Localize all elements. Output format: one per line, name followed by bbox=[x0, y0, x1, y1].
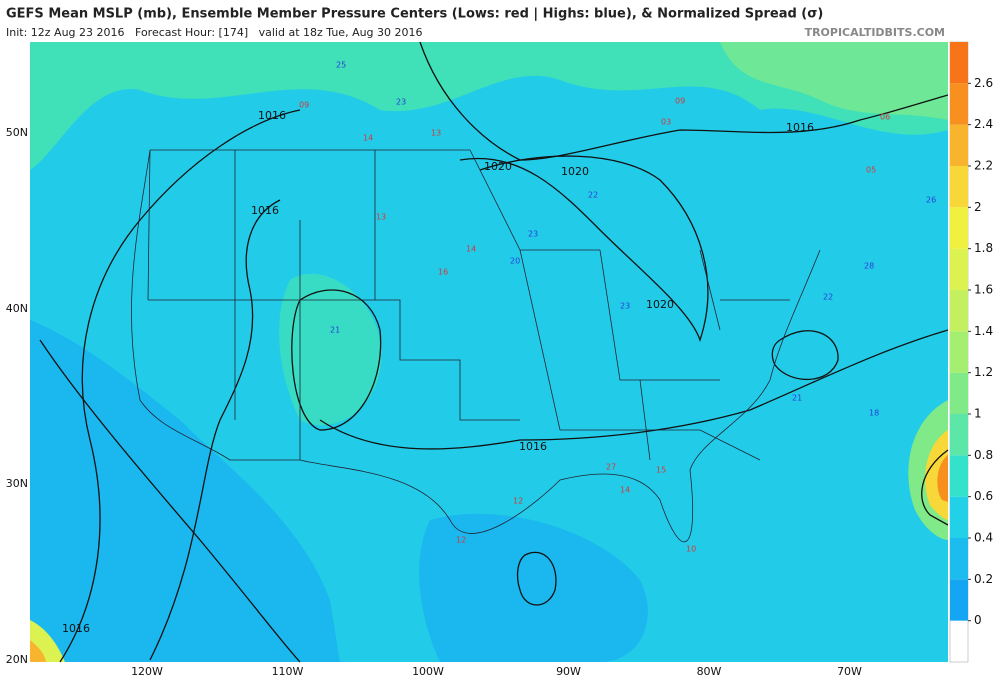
colorbar-level bbox=[950, 290, 968, 332]
high-center: 23 bbox=[528, 230, 538, 239]
colorbar-tick-label: 0.6 bbox=[974, 489, 993, 503]
low-center: 09 bbox=[675, 97, 685, 106]
low-center: 10 bbox=[686, 545, 696, 554]
low-center: 16 bbox=[438, 268, 448, 277]
colorbar-level bbox=[950, 248, 968, 290]
colorbar-level bbox=[950, 124, 968, 166]
high-center: 23 bbox=[620, 302, 630, 311]
high-center: 23 bbox=[396, 98, 406, 107]
low-center: 06 bbox=[880, 113, 890, 122]
high-center: 26 bbox=[926, 196, 936, 205]
colorbar-tick-label: 0.8 bbox=[974, 448, 993, 462]
site: TROPICALTIDBITS.COM bbox=[805, 26, 945, 39]
colorbar-tick-label: 1 bbox=[974, 407, 982, 421]
colorbar-tick-label: 2.4 bbox=[974, 117, 993, 131]
colorbar-level bbox=[950, 207, 968, 249]
low-center: 13 bbox=[431, 129, 441, 138]
colorbar-tick-label: 2 bbox=[974, 200, 982, 214]
colorbar-tick-label: 2.2 bbox=[974, 159, 993, 173]
colorbar-level bbox=[950, 496, 968, 538]
colorbar-tick-label: 1.6 bbox=[974, 283, 993, 297]
lon-label: 120W bbox=[131, 665, 163, 678]
high-center: 21 bbox=[792, 394, 802, 403]
colorbar-level bbox=[950, 372, 968, 414]
isobar-label: 1020 bbox=[646, 298, 674, 311]
colorbar: 0 0.2 0.4 0.6 0.8 1 1.2 1.4 1.6 1.8 2 2.2 2.4 2.6 bbox=[949, 41, 993, 663]
lat-label: 40N bbox=[6, 302, 28, 315]
low-center: 09 bbox=[299, 101, 309, 110]
colorbar-level bbox=[950, 538, 968, 580]
low-center: 13 bbox=[376, 213, 386, 222]
high-center: 22 bbox=[823, 293, 833, 302]
lon-label: 80W bbox=[697, 665, 722, 678]
lon-label: 70W bbox=[837, 665, 862, 678]
subtitle: Init: 12z Aug 23 2016 Forecast Hour: [17… bbox=[6, 26, 423, 39]
colorbar-tick-label: 0 bbox=[974, 613, 982, 627]
colorbar-tick-label: 0.4 bbox=[974, 531, 993, 545]
low-center: 12 bbox=[456, 536, 466, 545]
colorbar-level bbox=[950, 42, 968, 84]
low-center: 03 bbox=[661, 118, 671, 127]
low-center: 14 bbox=[620, 486, 630, 495]
colorbar-tick-label: 1.2 bbox=[974, 365, 993, 379]
axes: 50N 40N 30N 20N 120W 110W 100W 90W 80W 70W bbox=[6, 126, 862, 678]
colorbar-tick-label: 0.2 bbox=[974, 572, 993, 586]
high-center: 22 bbox=[588, 191, 598, 200]
isobar-label: 1020 bbox=[484, 160, 512, 173]
lon-label: 90W bbox=[556, 665, 581, 678]
low-center: 14 bbox=[363, 134, 373, 143]
high-center: 20 bbox=[510, 257, 520, 266]
lat-label: 20N bbox=[6, 653, 28, 666]
colorbar-tick-label: 1.4 bbox=[974, 324, 993, 338]
high-center: 25 bbox=[336, 61, 346, 70]
colorbar-level bbox=[950, 579, 968, 621]
high-center: 28 bbox=[864, 262, 874, 271]
colorbar-level bbox=[950, 414, 968, 456]
low-center: 12 bbox=[513, 497, 523, 506]
colorbar-level bbox=[950, 83, 968, 125]
colorbar-tick-label: 1.8 bbox=[974, 241, 993, 255]
low-center: 05 bbox=[866, 166, 876, 175]
lat-label: 30N bbox=[6, 477, 28, 490]
low-center: 15 bbox=[656, 466, 666, 475]
colorbar-tick-label: 2.6 bbox=[974, 76, 993, 90]
lon-label: 110W bbox=[272, 665, 304, 678]
high-center: 18 bbox=[869, 409, 879, 418]
isobar-label: 1016 bbox=[519, 440, 547, 453]
high-center: 21 bbox=[330, 326, 340, 335]
lon-label: 100W bbox=[412, 665, 444, 678]
isobar-label: 1016 bbox=[258, 109, 286, 122]
low-center: 27 bbox=[606, 463, 616, 472]
isobar-label: 1016 bbox=[251, 204, 279, 217]
colorbar-level bbox=[950, 331, 968, 373]
isobar-label: 1020 bbox=[561, 165, 589, 178]
title: GEFS Mean MSLP (mb), Ensemble Member Pre… bbox=[6, 7, 823, 22]
isobar-labels: 1016 1016 1020 1020 1020 1016 1016 1016 bbox=[62, 109, 814, 635]
pressure-centers: 09 14 13 05 06 03 13 14 16 12 14 10 09 27 15 12 25 23 21 20… bbox=[299, 61, 936, 554]
lat-label: 50N bbox=[6, 126, 28, 139]
colorbar-level bbox=[950, 166, 968, 208]
low-center: 14 bbox=[466, 245, 476, 254]
colorbar-level bbox=[950, 455, 968, 497]
isobar-label: 1016 bbox=[786, 121, 814, 134]
map bbox=[30, 41, 949, 663]
isobar-label: 1016 bbox=[62, 622, 90, 635]
